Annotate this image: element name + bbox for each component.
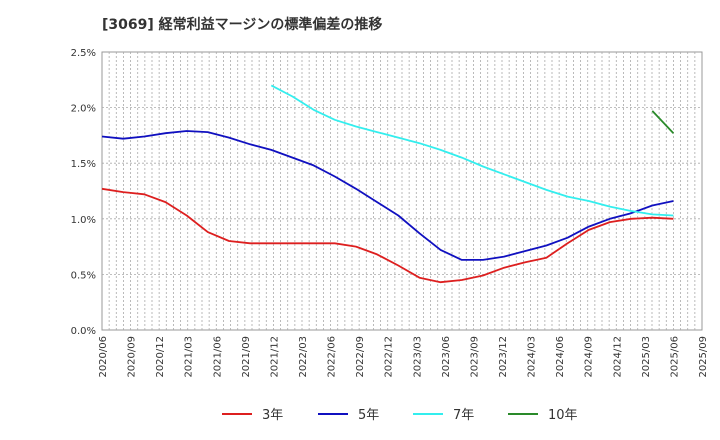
plot-area xyxy=(101,51,703,331)
x-tick-label: 2020/09 xyxy=(127,336,138,378)
x-tick-label: 2021/03 xyxy=(184,336,195,378)
legend-label: 5年 xyxy=(358,408,379,423)
y-tick-label: 1.5% xyxy=(71,159,96,170)
y-axis-ticks: 0.0% 0.5% 1.0% 1.5% 2.0% 2.5% xyxy=(71,48,96,337)
legend-label: 10年 xyxy=(548,408,578,423)
x-tick-label: 2021/12 xyxy=(269,336,280,378)
y-tick-label: 2.0% xyxy=(71,104,96,115)
legend-label: 3年 xyxy=(262,408,283,423)
y-tick-label: 1.0% xyxy=(71,215,96,226)
x-tick-label: 2025/06 xyxy=(669,336,680,378)
x-tick-label: 2023/03 xyxy=(412,336,423,378)
x-tick-label: 2020/06 xyxy=(98,336,109,378)
x-tick-label: 2025/09 xyxy=(698,336,709,378)
x-tick-label: 2024/09 xyxy=(584,336,595,378)
series-line-10年 xyxy=(651,110,675,134)
x-tick-label: 2023/06 xyxy=(441,336,452,378)
x-axis-ticks: 2020/06 2020/09 2020/12 2021/03 2021/06 2021/… xyxy=(98,336,709,378)
x-tick-label: 2025/03 xyxy=(641,336,652,378)
y-tick-label: 0.5% xyxy=(71,270,96,281)
series-line-7年 xyxy=(270,84,674,217)
x-tick-label: 2023/12 xyxy=(498,336,509,378)
x-tick-label: 2023/09 xyxy=(469,336,480,378)
x-tick-label: 2022/03 xyxy=(298,336,309,378)
x-tick-label: 2022/12 xyxy=(384,336,395,378)
x-tick-label: 2021/06 xyxy=(212,336,223,378)
chart-title: [3069] 経常利益マージンの標準偏差の推移 xyxy=(102,17,383,33)
x-tick-label: 2022/06 xyxy=(327,336,338,378)
series-layer xyxy=(101,84,675,284)
x-tick-label: 2020/12 xyxy=(155,336,166,378)
series-line-5年 xyxy=(101,130,674,261)
legend-label: 7年 xyxy=(453,408,474,423)
x-tick-label: 2022/09 xyxy=(355,336,366,378)
plot-border xyxy=(101,51,703,331)
series-line-3年 xyxy=(101,187,674,284)
x-tick-label: 2021/09 xyxy=(241,336,252,378)
legend: 3年 5年 7年 10年 xyxy=(222,408,578,423)
grid xyxy=(102,52,702,330)
x-tick-label: 2024/03 xyxy=(527,336,538,378)
x-tick-label: 2024/12 xyxy=(612,336,623,378)
y-tick-label: 0.0% xyxy=(71,326,96,337)
y-tick-label: 2.5% xyxy=(71,48,96,59)
x-tick-label: 2024/06 xyxy=(555,336,566,378)
